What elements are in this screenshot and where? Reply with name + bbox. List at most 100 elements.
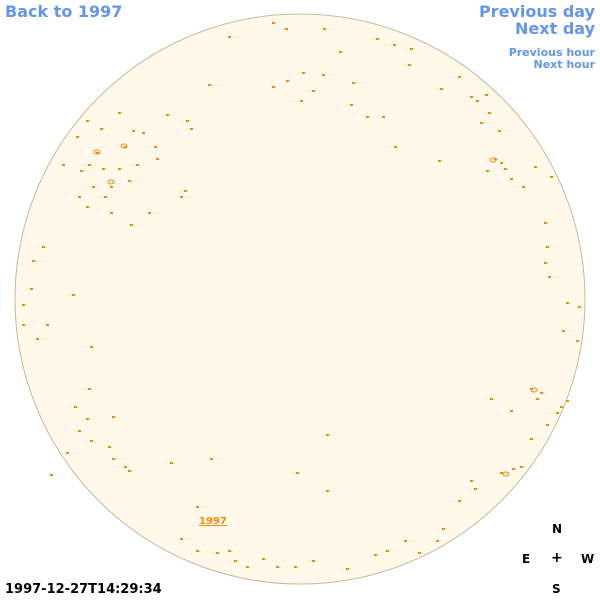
compass-north-label: N	[552, 522, 563, 536]
feature-mark	[323, 28, 326, 30]
feature-mark	[124, 466, 127, 468]
feature-mark	[62, 164, 65, 166]
feature-mark	[216, 552, 219, 554]
contour-loop	[530, 387, 538, 393]
next-hour-link[interactable]: Next hour	[533, 58, 596, 71]
next-day-link[interactable]: Next day	[515, 19, 595, 38]
contour-loop	[120, 143, 128, 149]
feature-mark	[510, 178, 513, 180]
feature-mark	[186, 120, 189, 122]
feature-mark	[458, 500, 461, 502]
feature-mark	[566, 302, 569, 304]
previous-hour-link[interactable]: Previous hour	[508, 46, 595, 59]
feature-mark	[556, 412, 559, 414]
feature-mark	[544, 262, 547, 264]
back-to-year-link[interactable]: Back to 1997	[5, 2, 123, 21]
feature-mark	[352, 82, 355, 84]
feature-mark	[112, 458, 115, 460]
feature-mark	[166, 114, 169, 116]
feature-mark	[100, 128, 103, 130]
feature-mark	[488, 112, 491, 114]
feature-mark	[544, 222, 547, 224]
feature-mark	[272, 22, 275, 24]
feature-mark	[302, 72, 305, 74]
feature-mark	[42, 246, 45, 248]
feature-mark	[490, 398, 493, 400]
feature-mark	[504, 168, 507, 170]
feature-mark	[438, 160, 441, 162]
feature-mark	[339, 51, 342, 53]
feature-mark	[78, 430, 81, 432]
feature-mark	[458, 76, 461, 78]
feature-mark	[500, 472, 503, 474]
feature-mark	[394, 146, 397, 148]
feature-mark	[80, 170, 83, 172]
feature-mark	[228, 550, 231, 552]
feature-mark	[436, 540, 439, 542]
feature-mark	[110, 186, 113, 188]
feature-mark	[366, 116, 369, 118]
compass-east-label: E	[522, 552, 531, 566]
feature-mark	[294, 566, 297, 568]
feature-mark	[118, 112, 121, 114]
feature-mark	[410, 48, 413, 50]
feature-mark	[350, 104, 353, 106]
feature-mark	[418, 552, 421, 554]
feature-mark	[546, 424, 549, 426]
feature-mark	[180, 538, 183, 540]
feature-mark	[470, 96, 473, 98]
feature-mark	[102, 168, 105, 170]
feature-mark	[326, 490, 329, 492]
feature-mark	[246, 566, 249, 568]
feature-mark	[296, 472, 299, 474]
feature-mark	[408, 64, 411, 66]
feature-mark	[32, 260, 35, 262]
feature-mark	[88, 164, 91, 166]
feature-mark	[130, 224, 133, 226]
sky-disk	[14, 13, 586, 585]
feature-mark	[322, 74, 325, 76]
feature-mark	[485, 94, 488, 96]
feature-mark	[184, 190, 187, 192]
feature-mark	[156, 158, 159, 160]
feature-mark	[285, 28, 288, 30]
feature-mark	[136, 164, 139, 166]
feature-mark	[72, 294, 75, 296]
feature-mark	[128, 470, 131, 472]
feature-mark	[22, 324, 25, 326]
feature-mark	[312, 90, 315, 92]
feature-mark	[560, 406, 563, 408]
feature-mark	[442, 528, 445, 530]
feature-mark	[86, 418, 89, 420]
feature-mark	[36, 338, 39, 340]
feature-mark	[374, 554, 377, 556]
feature-mark	[276, 566, 279, 568]
feature-mark	[286, 80, 289, 82]
feature-mark	[90, 440, 93, 442]
feature-mark	[170, 462, 173, 464]
feature-mark	[500, 162, 503, 164]
feature-mark	[440, 88, 443, 90]
feature-mark	[300, 100, 303, 102]
feature-mark	[228, 36, 231, 38]
contour-loop	[502, 471, 510, 477]
previous-day-link[interactable]: Previous day	[478, 2, 595, 21]
feature-mark	[272, 86, 275, 88]
feature-mark	[66, 452, 69, 454]
feature-mark	[96, 152, 99, 154]
feature-mark	[562, 330, 565, 332]
feature-mark	[46, 324, 49, 326]
contour-loop	[93, 149, 101, 155]
feature-mark	[576, 340, 579, 342]
feature-mark	[522, 186, 525, 188]
year-marker-link[interactable]: 1997	[199, 516, 227, 527]
timestamp-label: 1997-12-27T14:29:34	[5, 582, 162, 597]
compass-center-icon: +	[551, 550, 563, 566]
contour-loop	[107, 179, 115, 185]
feature-mark	[550, 176, 553, 178]
feature-mark	[196, 550, 199, 552]
feature-mark	[142, 132, 145, 134]
feature-mark	[128, 180, 131, 182]
feature-mark	[548, 276, 551, 278]
feature-mark	[262, 558, 265, 560]
